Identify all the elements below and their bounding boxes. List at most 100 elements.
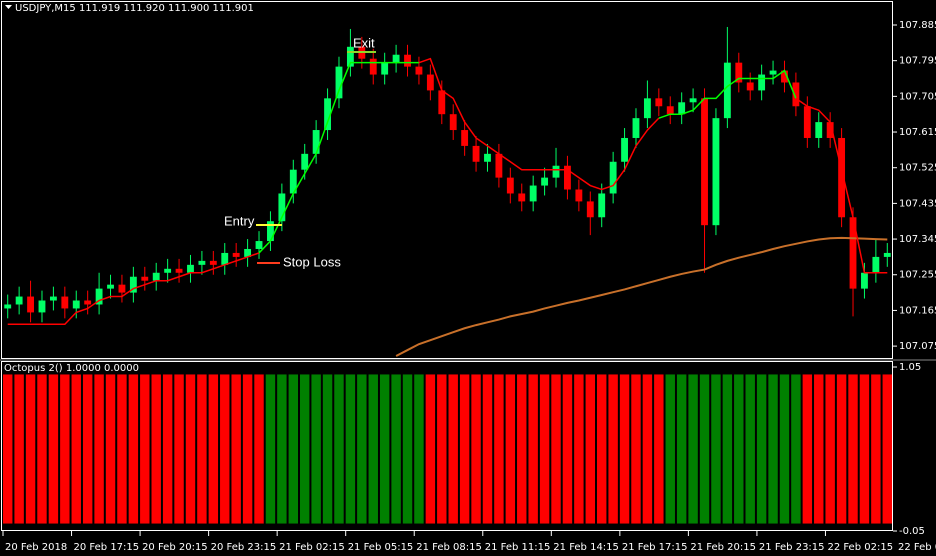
indicator-bar [322, 374, 333, 524]
indicator-bar [197, 374, 207, 524]
indicator-bar [3, 374, 13, 524]
indicator-bar [836, 374, 847, 524]
candle-body [815, 122, 823, 138]
indicator-bar [848, 374, 858, 524]
candle-body [381, 62, 389, 75]
candle-body [221, 252, 229, 265]
y-tick-label: 107.435 [899, 198, 936, 209]
indicator-bar [825, 374, 835, 524]
candle-body [72, 300, 80, 309]
x-tick-label: 21 Feb 05:15 [348, 542, 414, 553]
indicator-bar [608, 374, 618, 524]
indicator-bar [94, 374, 104, 524]
candle-body [723, 62, 731, 119]
indicator-bar [676, 374, 687, 524]
candle-body [175, 268, 183, 273]
indicator-bar [208, 374, 219, 524]
indicator-bar [368, 374, 378, 524]
indicator-bar [162, 374, 173, 524]
indicator-bar [425, 374, 436, 524]
candle-body [701, 98, 708, 226]
indicator-bar [265, 374, 276, 524]
candle-body [564, 165, 571, 190]
moving-average [395, 236, 888, 357]
candle-body [781, 70, 788, 83]
indicator-bar [482, 374, 493, 524]
indicator-bar [391, 374, 401, 524]
candle-body [678, 102, 686, 115]
indicator-bar [277, 374, 287, 524]
indicator-bar [539, 374, 550, 524]
candle-body [152, 272, 160, 281]
x-tick-label: 22 Feb 02:15 [827, 542, 893, 553]
candle-body [232, 252, 240, 257]
candle-body [27, 296, 34, 313]
indicator-bar [311, 374, 321, 524]
candle-body [838, 137, 846, 218]
indicator-bar [14, 374, 24, 524]
candle-body [84, 300, 92, 305]
indicator-bar [231, 374, 241, 524]
candle-body [621, 137, 628, 162]
indicator-bar [174, 374, 184, 524]
candle-body [575, 189, 583, 202]
indicator-bar [665, 374, 675, 524]
candle-body [244, 248, 252, 257]
trailing-stop-line [258, 61, 419, 254]
indicator-bar [37, 374, 47, 524]
indicator-bar [71, 374, 81, 524]
y-tick-label: 107.165 [899, 305, 936, 316]
candle-body [803, 106, 811, 138]
x-tick-label: 21 Feb 23:15 [759, 542, 825, 553]
indicator-bar [140, 374, 150, 524]
candle-body [301, 153, 309, 170]
menu-icon[interactable] [5, 5, 12, 9]
indicator-bar [642, 374, 653, 524]
candle-body [438, 90, 446, 115]
indicator-bar [859, 374, 870, 524]
indicator-bar [151, 374, 161, 524]
indicator-bar [494, 374, 504, 524]
candle-body [15, 296, 23, 305]
indicator-bar [734, 374, 744, 524]
candle-body [552, 165, 560, 178]
candle-body [449, 114, 457, 131]
candle-body [209, 260, 217, 265]
indicator-bar [437, 374, 447, 524]
indicator-bar [574, 374, 584, 524]
y-tick-label: 107.345 [899, 234, 936, 245]
candle-body [689, 98, 697, 103]
candle-body [426, 74, 434, 91]
indicator-bar [688, 374, 698, 524]
candle-body [643, 98, 651, 119]
indicator-bar [357, 374, 367, 524]
y-tick-label: 107.525 [899, 163, 936, 174]
x-tick-label: 20 Feb 17:15 [74, 542, 140, 553]
y-tick-label: 107.705 [899, 91, 936, 102]
indicator-bar [345, 374, 356, 524]
indicator-bar [551, 374, 561, 524]
indicator-bar [711, 374, 721, 524]
candle-body [518, 193, 526, 202]
price-frame [1, 1, 893, 359]
candle-body [849, 217, 857, 289]
candle-body [769, 70, 777, 75]
candle-body [49, 296, 57, 301]
candle-body [872, 256, 880, 273]
indicator-bar [528, 374, 538, 524]
indicator-bar [756, 374, 767, 524]
candle-body [255, 241, 263, 249]
indicator-bar [48, 374, 59, 524]
indicator-bar [242, 374, 253, 524]
trailing-stop-line [658, 69, 797, 119]
candle-body [312, 130, 320, 154]
y-tick-label: 107.795 [899, 56, 936, 67]
x-tick-label: 21 Feb 02:15 [279, 542, 345, 553]
candle-body [506, 177, 514, 194]
candle-body [324, 98, 331, 131]
candle-body [666, 106, 674, 115]
candle-body [415, 66, 423, 75]
indicator-bar [814, 374, 824, 524]
trailing-stop-line [795, 97, 888, 274]
